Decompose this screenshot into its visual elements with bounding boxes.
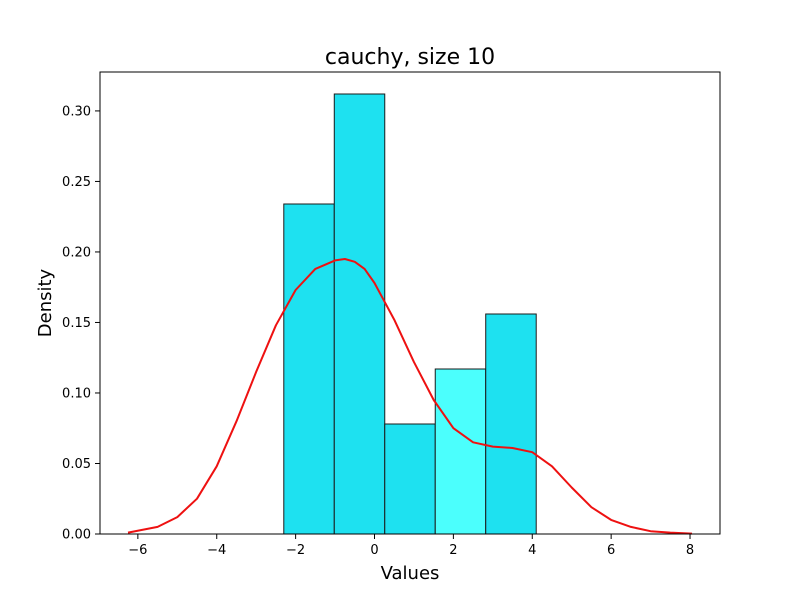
y-tick-label: 0.20: [62, 245, 91, 260]
y-tick-label: 0.10: [62, 386, 91, 401]
histogram-bars: [283, 93, 537, 535]
histogram-bar: [384, 423, 436, 535]
x-tick-label: −4: [207, 543, 226, 558]
chart-title: cauchy, size 10: [325, 45, 495, 70]
y-tick-label: 0.05: [62, 457, 91, 472]
kde-curve: [127, 258, 693, 535]
kde-curve-group: [127, 258, 693, 535]
plot-area-frame: [99, 71, 721, 535]
x-tick-label: 8: [686, 543, 694, 558]
x-axis-ticks: −6 −4 −2 0 2 4 6 8: [128, 534, 694, 558]
x-tick-label: 2: [449, 543, 457, 558]
histogram-bar: [434, 368, 487, 535]
histogram-bar: [283, 203, 335, 535]
histogram-bar: [333, 93, 386, 535]
x-tick-label: 6: [607, 543, 615, 558]
x-tick-label: 4: [528, 543, 536, 558]
y-tick-label: 0.00: [62, 528, 91, 543]
y-tick-label: 0.15: [62, 316, 91, 331]
x-axis-label: Values: [381, 563, 440, 584]
y-tick-label: 0.30: [62, 104, 91, 119]
x-tick-label: −2: [286, 543, 305, 558]
y-axis-label: Density: [35, 268, 56, 337]
histogram-bar: [485, 313, 537, 535]
y-tick-label: 0.25: [62, 175, 91, 190]
x-tick-label: 0: [370, 543, 378, 558]
y-axis-ticks: 0.00 0.05 0.10 0.15 0.20 0.25 0.30: [62, 104, 100, 543]
x-tick-label: −6: [128, 543, 147, 558]
